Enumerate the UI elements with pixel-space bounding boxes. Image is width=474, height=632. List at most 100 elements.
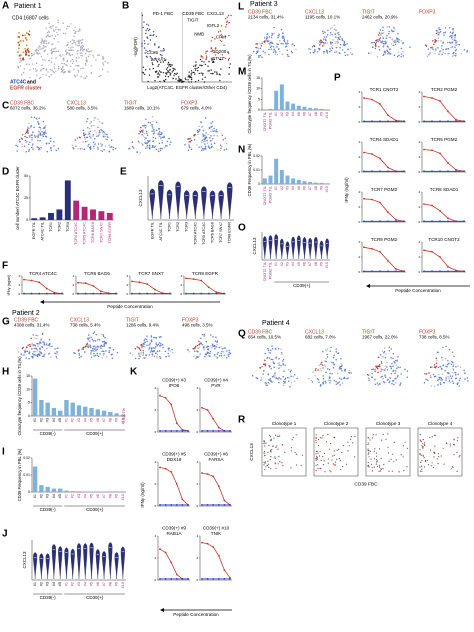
- cell-point: [451, 32, 454, 35]
- cell-point: [24, 34, 26, 37]
- gene-point: [158, 63, 160, 66]
- cell-point: [200, 121, 202, 124]
- cell-point: [75, 145, 77, 148]
- cell-point: [371, 466, 373, 469]
- cell-point: [208, 147, 211, 150]
- gene-point: [193, 65, 195, 67]
- cell-point: [333, 379, 336, 382]
- cell-point: [451, 380, 454, 382]
- data-point: [431, 250, 433, 253]
- cell-point: [263, 370, 265, 372]
- y-tick-label: 5: [28, 401, 30, 405]
- cell-point: [440, 39, 442, 42]
- cell-point: [145, 338, 148, 341]
- cell-point: [89, 148, 92, 151]
- gene-point: [161, 54, 163, 57]
- violin: [302, 237, 307, 260]
- cell-point: [90, 50, 92, 52]
- gene-point: [216, 73, 218, 75]
- cell-point: [338, 381, 340, 383]
- cell-point: [30, 52, 33, 55]
- cell-point: [63, 59, 65, 61]
- cell-point: [202, 130, 205, 132]
- cell-count: 654 cells, 10.5%: [248, 335, 281, 340]
- y-tick-label: 0: [258, 108, 260, 112]
- y-tick-label: 4: [419, 190, 421, 194]
- cell-point: [35, 334, 37, 337]
- data-point: [23, 278, 25, 281]
- cell-point: [36, 69, 38, 71]
- cell-point: [381, 32, 383, 35]
- cell-point: [59, 29, 61, 31]
- cell-point: [379, 39, 381, 42]
- cell-point: [374, 368, 376, 370]
- category-label: #1: [64, 582, 68, 586]
- cell-point: [316, 457, 318, 459]
- cell-point: [216, 353, 219, 355]
- cell-point: [284, 451, 286, 453]
- cell-point: [290, 50, 293, 53]
- cell-point: [207, 348, 210, 350]
- data-point: [371, 120, 373, 123]
- group-label: CD39(+): [86, 595, 104, 600]
- cell-point: [433, 375, 436, 378]
- cell-point: [340, 362, 342, 365]
- cell-point: [19, 39, 22, 42]
- cell-point: [432, 467, 434, 469]
- cell-point: [290, 467, 292, 469]
- cell-point: [400, 454, 402, 456]
- cell-point: [374, 45, 377, 48]
- cell-point: [109, 146, 111, 148]
- cell-point: [449, 35, 451, 38]
- cell-point: [94, 142, 97, 145]
- y-tick-label: 0: [197, 578, 199, 582]
- cell-point: [280, 365, 282, 367]
- cell-point: [286, 55, 289, 57]
- data-point: [387, 220, 389, 223]
- category-label: PGM2 TIL: [269, 112, 273, 129]
- cell-point: [32, 334, 35, 336]
- bar: [274, 158, 279, 184]
- data-point: [164, 551, 167, 554]
- cell-point: [26, 48, 29, 51]
- panel-letter: C: [2, 101, 9, 112]
- cell-point: [85, 57, 88, 59]
- category-label: #3: [77, 494, 81, 498]
- cell-point: [384, 369, 386, 372]
- axis-label: IFNγ (ng/ml): [344, 177, 349, 203]
- cell-point: [49, 68, 52, 71]
- cell-point: [268, 351, 270, 354]
- cell-point: [152, 136, 155, 139]
- gene-point: [145, 29, 147, 32]
- cell-point: [341, 370, 343, 372]
- cell-point: [63, 72, 65, 74]
- gene-point: [198, 72, 200, 75]
- cell-point: [101, 132, 104, 134]
- gene-point: [163, 49, 165, 51]
- cell-point: [270, 438, 273, 440]
- cell-point: [379, 37, 382, 39]
- cell-point: [452, 54, 454, 56]
- cell-point: [339, 52, 341, 55]
- gene-point: [173, 74, 175, 77]
- cell-point: [457, 43, 459, 46]
- category-label: #8: [108, 582, 112, 586]
- cell-point: [169, 350, 171, 352]
- cell-point: [396, 37, 398, 39]
- cell-point: [78, 42, 80, 44]
- cell-point: [344, 44, 347, 46]
- cell-point: [318, 364, 321, 367]
- cell-point: [152, 347, 154, 349]
- cell-point: [256, 377, 259, 380]
- cell-point: [284, 364, 286, 367]
- cell-point: [82, 131, 85, 134]
- cell-point: [321, 364, 324, 366]
- panel-letter: E: [120, 167, 127, 178]
- y-tick-label: 2: [127, 283, 129, 287]
- cell-point: [384, 356, 387, 359]
- cell-point: [102, 354, 105, 356]
- y-tick-label: 0: [419, 220, 421, 224]
- bar: [308, 181, 313, 184]
- cell-count: 6072 cells, 36.2%: [10, 106, 46, 111]
- cell-point: [57, 65, 60, 68]
